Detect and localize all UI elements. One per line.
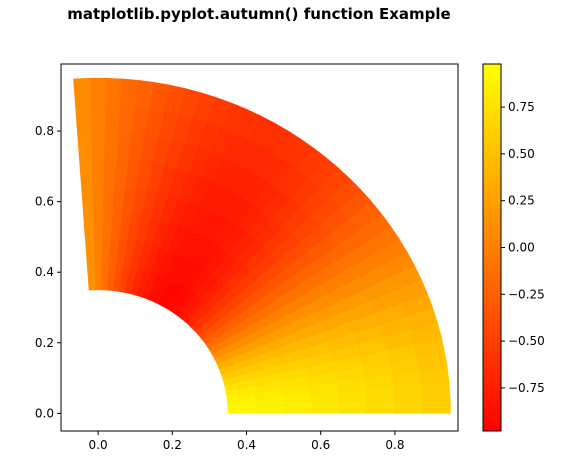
colorbar-tick-label: −0.25 xyxy=(508,287,545,301)
mesh-cell-143 xyxy=(80,183,94,212)
x-tick-label: 0.4 xyxy=(237,438,256,452)
mesh-cell-106 xyxy=(92,210,103,238)
mesh-cell-213 xyxy=(103,130,119,159)
chart-title: matplotlib.pyplot.autumn() function Exam… xyxy=(67,5,450,23)
mesh-cell-144 xyxy=(338,401,368,414)
mesh-cell-72 xyxy=(283,403,312,414)
tripcolor-mesh xyxy=(73,77,451,414)
y-tick-label: 0.8 xyxy=(35,124,54,138)
mesh-cell-215 xyxy=(77,130,92,159)
colorbar-axis: 0.75 0.50 0.25 0.00 −0.25 −0.50 −0.75 xyxy=(501,100,545,395)
mesh-cell-284 xyxy=(119,78,138,107)
x-axis: 0.0 0.2 0.4 0.6 0.8 xyxy=(89,431,404,452)
x-tick-label: 0.0 xyxy=(89,438,108,452)
mesh-cell-252 xyxy=(422,397,451,414)
mesh-cell-178 xyxy=(91,157,105,185)
mesh-cell-141 xyxy=(102,183,115,212)
mesh-cell-34 xyxy=(93,263,102,291)
colorbar-tick-label: −0.75 xyxy=(508,381,545,395)
colorbar-tick-label: 0.75 xyxy=(508,100,535,114)
mesh-cell-249 xyxy=(104,104,121,132)
plot-frame xyxy=(60,63,459,432)
x-tick-label: 0.2 xyxy=(163,438,182,452)
y-axis: 0.0 0.2 0.4 0.6 0.8 xyxy=(35,124,61,420)
y-tick-label: 0.6 xyxy=(35,195,54,209)
mesh-cell-142 xyxy=(91,183,104,211)
mesh-cell-253 xyxy=(421,382,451,400)
y-tick-label: 0.0 xyxy=(35,406,54,420)
mesh-cell-248 xyxy=(117,104,135,134)
mesh-cell-69 xyxy=(101,236,111,265)
mesh-cell-70 xyxy=(93,236,103,264)
mesh-cell-107 xyxy=(82,210,94,238)
mesh-cell-108 xyxy=(310,402,340,414)
mesh-cell-177 xyxy=(102,157,117,185)
colorbar-tick-label: 0.50 xyxy=(508,147,535,161)
mesh-cell-287 xyxy=(73,77,91,106)
mesh-cell-250 xyxy=(89,104,106,132)
mesh-cell-35 xyxy=(86,263,96,291)
colorbar xyxy=(482,63,502,432)
mesh-cell-71 xyxy=(84,236,95,265)
colorbar-tick-label: 0.25 xyxy=(508,194,535,208)
x-tick-label: 0.6 xyxy=(311,438,330,452)
mesh-cell-286 xyxy=(89,77,106,105)
colorbar-tick-label: 0.00 xyxy=(508,241,535,255)
mesh-cell-214 xyxy=(90,130,105,158)
colorbar-tick-label: −0.50 xyxy=(508,334,545,348)
y-tick-label: 0.4 xyxy=(35,265,54,279)
mesh-cell-251 xyxy=(75,104,92,133)
mesh-cell-216 xyxy=(394,398,424,414)
mesh-cell-179 xyxy=(79,157,93,185)
mesh-cell-285 xyxy=(104,77,122,106)
y-tick-label: 0.2 xyxy=(35,336,54,350)
mesh-cell-180 xyxy=(366,400,396,414)
x-tick-label: 0.8 xyxy=(385,438,404,452)
mesh-cell-105 xyxy=(101,210,113,238)
